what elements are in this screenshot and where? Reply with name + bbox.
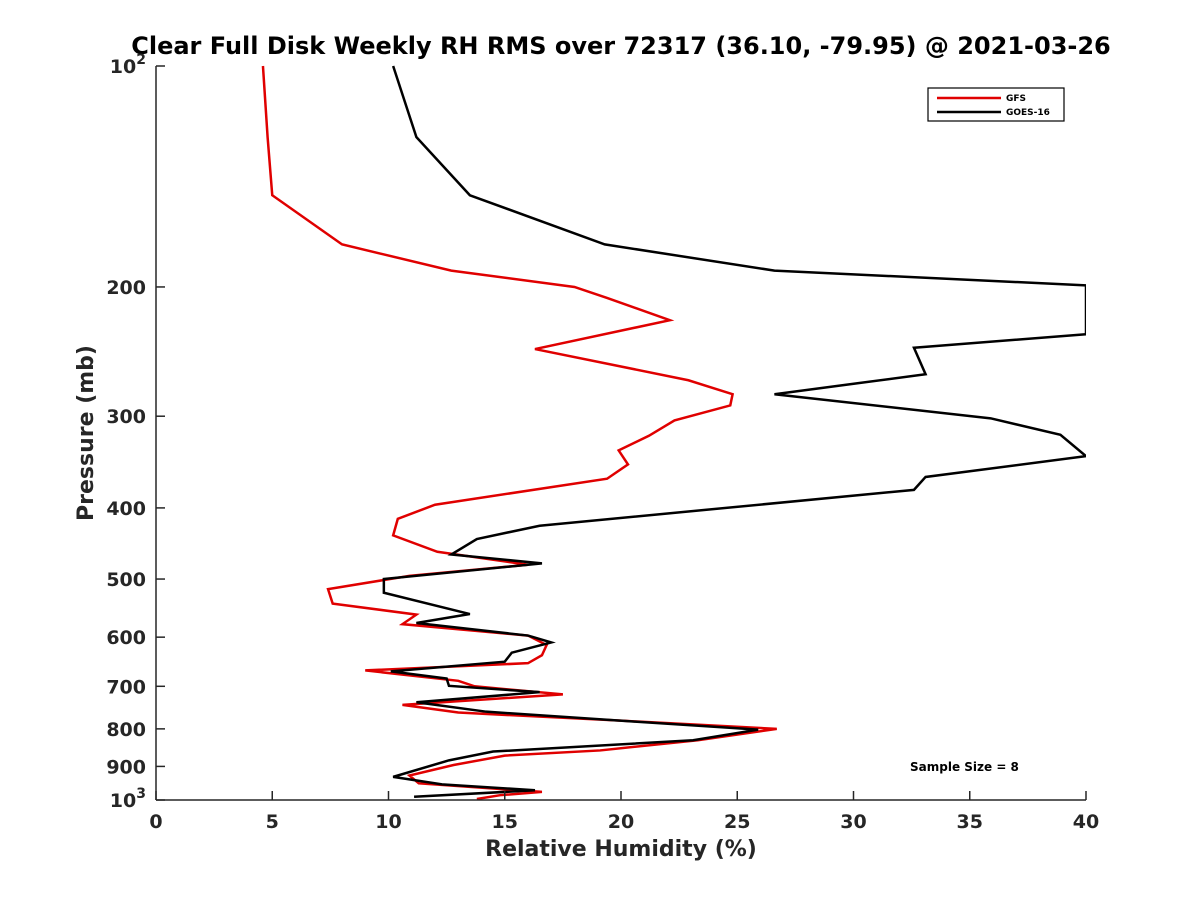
legend-label-gfs: GFS xyxy=(1006,94,1026,104)
y-tick-label: 700 xyxy=(106,676,146,698)
sample-size-annotation: Sample Size = 8 xyxy=(910,760,1019,774)
y-tick-label: 500 xyxy=(106,569,146,591)
series-line-goes16 xyxy=(382,65,1086,799)
legend-box xyxy=(927,87,1065,122)
x-tick-label: 20 xyxy=(608,811,634,833)
x-tick-label: 10 xyxy=(375,811,401,833)
y-tick-label: 103 xyxy=(110,786,146,812)
x-tick-label: 0 xyxy=(149,811,162,833)
legend-label-goes16: GOES-16 xyxy=(1006,108,1050,118)
x-tick-label: 30 xyxy=(840,811,866,833)
y-tick-label: 200 xyxy=(106,277,146,299)
x-tick-label: 15 xyxy=(492,811,518,833)
x-tick-label: 40 xyxy=(1073,811,1099,833)
y-tick-layer: 102 200 300 400 500 600 700 800 900 103 xyxy=(106,52,165,812)
y-tick-label: 800 xyxy=(106,719,146,741)
plot-background xyxy=(156,66,1086,800)
x-tick-label: 25 xyxy=(724,811,750,833)
x-tick-label: 35 xyxy=(957,811,983,833)
y-tick-label: 400 xyxy=(106,498,146,520)
x-tick-label: 5 xyxy=(266,811,279,833)
series-group xyxy=(261,65,1086,801)
chart-title: Clear Full Disk Weekly RH RMS over 72317… xyxy=(131,32,1111,60)
y-axis-label: Pressure (mb) xyxy=(74,345,99,521)
x-axis-label: Relative Humidity (%) xyxy=(485,837,757,862)
legend: GFS GOES-16 xyxy=(927,87,1065,122)
y-tick-label: 300 xyxy=(106,406,146,428)
y-tick-label: 600 xyxy=(106,627,146,649)
x-tick-layer: 0 5 10 15 20 25 30 35 40 xyxy=(149,791,1099,833)
series-layer xyxy=(261,65,1086,801)
y-tick-label: 900 xyxy=(106,756,146,778)
y-tick-label: 102 xyxy=(110,52,146,78)
plot-area xyxy=(156,66,1086,800)
